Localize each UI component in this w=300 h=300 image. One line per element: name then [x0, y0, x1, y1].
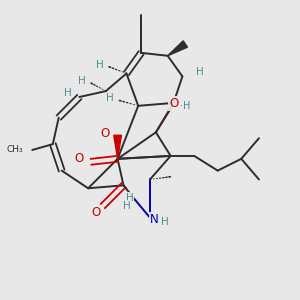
Text: H: H: [125, 193, 133, 203]
Polygon shape: [114, 135, 122, 159]
Text: H: H: [64, 88, 71, 98]
Text: CH₃: CH₃: [7, 146, 23, 154]
Text: H: H: [78, 76, 86, 86]
Polygon shape: [168, 41, 188, 56]
Text: O: O: [169, 97, 178, 110]
Text: H: H: [96, 60, 104, 70]
Text: N: N: [150, 213, 159, 226]
Text: H: H: [196, 67, 203, 77]
Text: O: O: [75, 152, 84, 165]
Text: O: O: [91, 206, 100, 219]
Text: H: H: [123, 201, 130, 211]
Text: H: H: [161, 217, 169, 227]
Text: O: O: [100, 127, 110, 140]
Text: ·H: ·H: [180, 101, 190, 111]
Text: H: H: [106, 94, 114, 103]
